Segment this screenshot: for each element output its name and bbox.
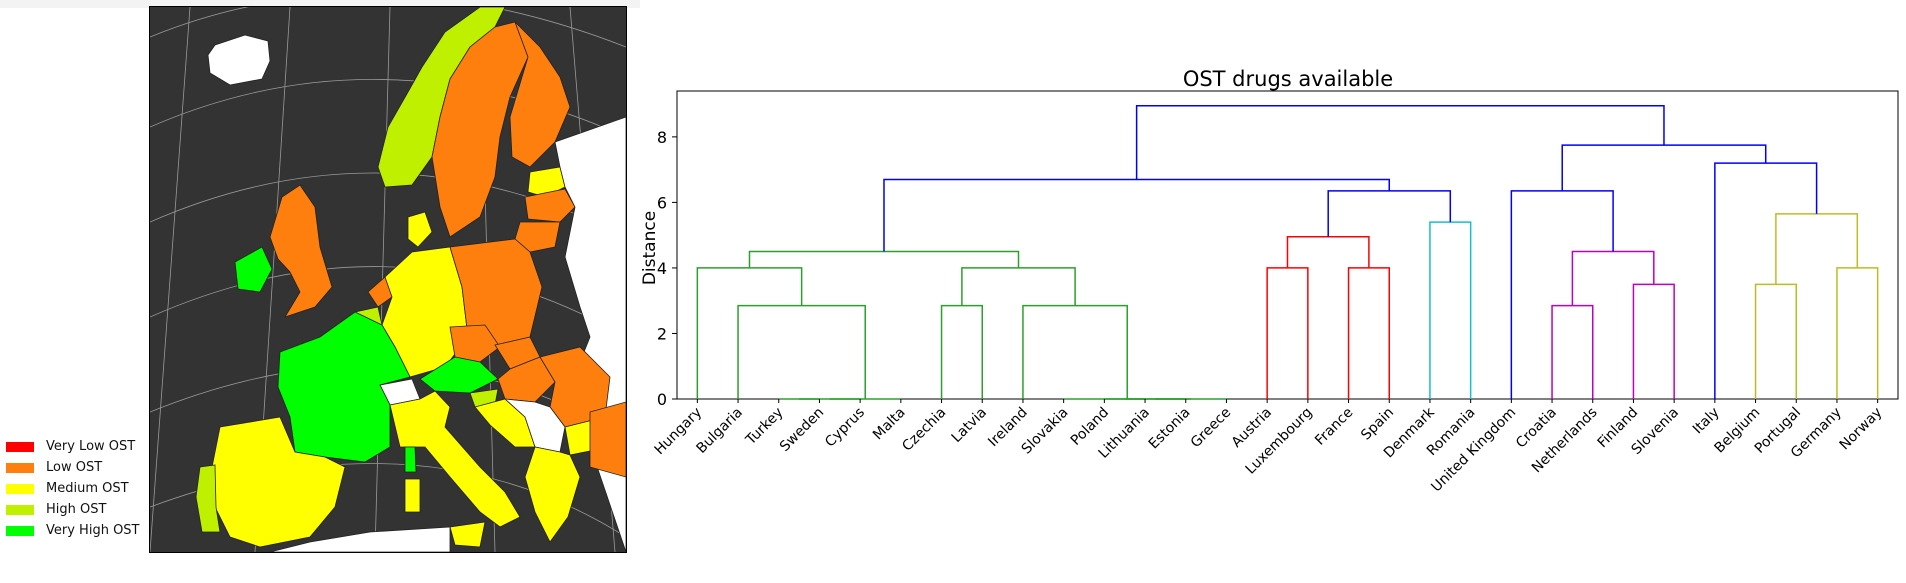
leaf-label: Latvia bbox=[949, 405, 990, 446]
europe-map-svg bbox=[150, 7, 626, 552]
y-tick-label: 6 bbox=[657, 193, 667, 212]
legend-label-high: High OST bbox=[46, 502, 107, 517]
legend-label-low: Low OST bbox=[46, 460, 103, 475]
legend-label-very-low: Very Low OST bbox=[46, 439, 136, 454]
legend-label-medium: Medium OST bbox=[46, 481, 129, 496]
country-sweden bbox=[431, 21, 529, 238]
leaf-label: Spain bbox=[1358, 405, 1397, 444]
legend-swatch-high bbox=[6, 504, 34, 515]
country-lithuania bbox=[514, 221, 561, 253]
dendrogram-link bbox=[1632, 283, 1675, 399]
legend-item-high: High OST bbox=[6, 499, 140, 520]
graticule-line bbox=[150, 7, 626, 48]
country-italy bbox=[389, 390, 521, 528]
leaf-label: Cyprus bbox=[822, 405, 868, 451]
legend-label-very-high: Very High OST bbox=[46, 523, 140, 538]
dendrogram-link bbox=[1551, 304, 1594, 399]
leaf-label: France bbox=[1312, 405, 1356, 449]
legend-swatch-medium bbox=[6, 483, 34, 494]
legend-item-very-low: Very Low OST bbox=[6, 436, 140, 457]
country-finland bbox=[509, 21, 571, 168]
country-czechia bbox=[449, 324, 501, 363]
country-sicily bbox=[449, 521, 486, 548]
north-africa-no-data bbox=[269, 526, 451, 552]
country-greece bbox=[524, 446, 581, 543]
dendrogram-link bbox=[1754, 283, 1797, 399]
legend-swatch-low bbox=[6, 462, 34, 473]
leaf-label: Norway bbox=[1837, 405, 1886, 454]
country-balkans-no-data bbox=[503, 398, 566, 453]
map-legend: Very Low OST Low OST Medium OST High OST… bbox=[6, 436, 140, 541]
country-ireland bbox=[234, 246, 273, 293]
country-turkey bbox=[589, 401, 626, 478]
dendrogram-link bbox=[1135, 104, 1665, 180]
leaf-label: Malta bbox=[870, 405, 909, 444]
legend-swatch-very-high bbox=[6, 525, 34, 536]
dendrogram-link bbox=[1561, 144, 1767, 191]
y-tick-label: 4 bbox=[657, 259, 667, 278]
legend-swatch-very-low bbox=[6, 441, 34, 452]
country-sardinia bbox=[404, 478, 421, 513]
dendrogram-link bbox=[883, 178, 1390, 252]
dendrogram-link bbox=[696, 267, 803, 399]
plot-frame bbox=[676, 90, 1899, 400]
dendrogram-link bbox=[1347, 267, 1390, 399]
dendrogram-link bbox=[1836, 267, 1879, 399]
country-united-kingdom bbox=[269, 184, 333, 318]
dendrogram-link bbox=[1775, 213, 1859, 285]
leaf-label: Estonia bbox=[1146, 405, 1194, 453]
country-iceland bbox=[207, 34, 271, 86]
leaf-label: Greece bbox=[1188, 405, 1235, 452]
legend-item-low: Low OST bbox=[6, 457, 140, 478]
country-latvia bbox=[524, 188, 576, 223]
dendrogram-links bbox=[696, 104, 1879, 400]
dendrogram-link bbox=[1022, 304, 1128, 399]
chart-title: OST drugs available bbox=[1183, 67, 1393, 91]
y-tick-label: 8 bbox=[657, 128, 667, 147]
dendrogram-link bbox=[1327, 190, 1452, 237]
legend-item-medium: Medium OST bbox=[6, 478, 140, 499]
dendrogram-link bbox=[1266, 267, 1309, 399]
dendrogram-link bbox=[1510, 190, 1614, 399]
leaf-label: Czechia bbox=[899, 405, 949, 455]
graticule-line bbox=[150, 266, 626, 338]
country-portugal bbox=[195, 464, 221, 533]
dendrogram-link bbox=[1714, 162, 1818, 399]
y-tick-label: 2 bbox=[657, 324, 667, 343]
country-corsica bbox=[404, 446, 417, 473]
dendrogram-link bbox=[748, 250, 1020, 268]
graticule-line bbox=[150, 7, 191, 552]
y-axis-label: Distance bbox=[640, 211, 660, 285]
dendrogram-link bbox=[961, 267, 1076, 306]
leaf-label: Italy bbox=[1690, 405, 1723, 438]
y-tick-label: 0 bbox=[657, 390, 667, 409]
top-strip bbox=[0, 0, 640, 8]
dendrogram-link bbox=[940, 304, 983, 399]
dendrogram-link bbox=[1571, 250, 1655, 306]
dendrogram-link bbox=[1286, 236, 1370, 268]
legend-item-very-high: Very High OST bbox=[6, 520, 140, 541]
country-denmark bbox=[407, 211, 433, 248]
leaf-label: Sweden bbox=[777, 405, 827, 455]
map-countries bbox=[195, 7, 626, 552]
europe-map bbox=[149, 6, 627, 553]
dendrogram-link bbox=[737, 304, 866, 399]
y-axis-ticks: 0 2 4 6 8 bbox=[657, 128, 677, 409]
dendrogram-link bbox=[1429, 221, 1472, 399]
